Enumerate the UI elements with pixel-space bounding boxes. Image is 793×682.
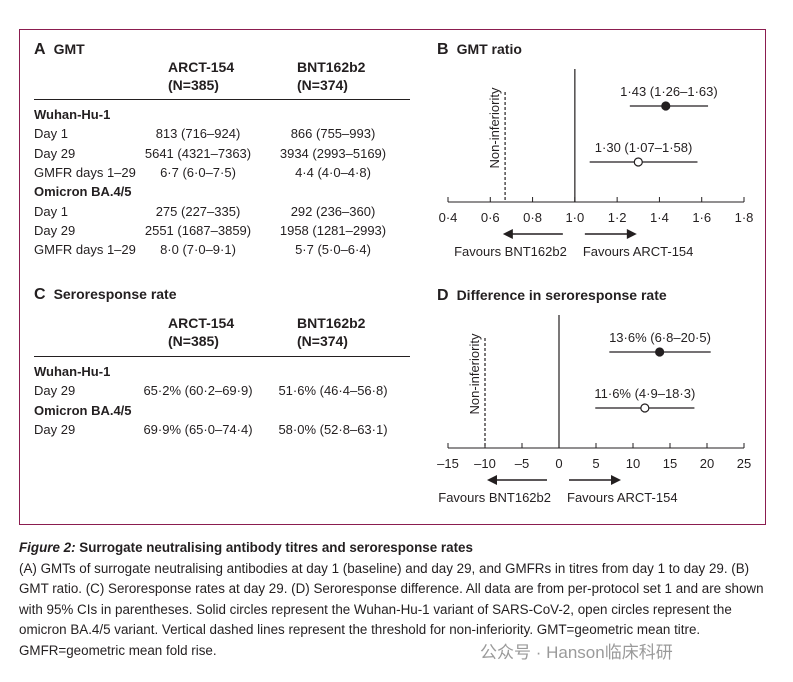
favours-left-label: Favours BNT162b2	[454, 244, 567, 259]
x-tick-label: 15	[663, 456, 677, 471]
cell-bnt162b2: 3934 (2993–5169)	[279, 145, 387, 161]
panel-a-header-rule	[34, 99, 410, 100]
arrow-right-head	[611, 475, 621, 485]
panel-a-col1-n: (N=385)	[168, 77, 219, 93]
panel-a-col2-name: BNT162b2	[297, 59, 366, 75]
panel-b-title-text: GMT ratio	[456, 41, 522, 57]
x-tick-label: 20	[700, 456, 714, 471]
panel-c-col2-name: BNT162b2	[297, 315, 366, 331]
non-inferiority-label: Non-inferiority	[467, 333, 482, 414]
x-tick-label: –15	[437, 456, 459, 471]
arrow-right-head	[626, 229, 637, 239]
panel-a-col1-name: ARCT-154	[168, 59, 235, 75]
panel-b-title: B GMT ratio	[437, 41, 522, 59]
x-tick-label: 1·0	[565, 210, 584, 225]
panel-c-title-text: Seroresponse rate	[53, 286, 177, 302]
x-tick-label: 10	[626, 456, 640, 471]
group-heading: Omicron BA.4/5	[34, 402, 132, 418]
group-heading: Wuhan-Hu-1	[34, 364, 111, 379]
figure-caption: Figure 2: Surrogate neutralising antibod…	[19, 538, 779, 661]
panel-c-col1-n: (N=385)	[168, 333, 219, 349]
x-tick-label: 1·6	[692, 210, 711, 225]
non-inferiority-label: Non-inferiority	[487, 87, 502, 168]
panel-d-title-text: Difference in seroresponse rate	[456, 287, 667, 303]
panel-c-header-rule	[34, 356, 410, 357]
group-heading: Wuhan-Hu-1	[34, 107, 111, 122]
figure-frame	[19, 29, 766, 525]
cell-bnt162b2: 58·0% (52·8–63·1)	[278, 421, 388, 437]
point-omicron	[640, 403, 650, 413]
point-wuhan	[661, 101, 671, 111]
x-tick-label: 0·8	[523, 210, 542, 225]
x-tick-label: 25	[737, 456, 751, 471]
cell-bnt162b2: 51·6% (46·4–56·8)	[278, 383, 388, 399]
panel-a-title: A GMT	[34, 41, 85, 59]
row-label: Day 29	[34, 222, 76, 238]
arrow-left-head	[487, 475, 497, 485]
cell-arct154: 275 (227–335)	[155, 203, 241, 219]
panel-c-col1-header: ARCT-154 (N=385)	[168, 314, 234, 350]
cell-arct154: 5641 (4321–7363)	[144, 145, 252, 161]
row-label: GMFR days 1–29	[34, 242, 136, 258]
group-heading: Omicron BA.4/5	[34, 184, 132, 200]
panel-c-letter: C	[34, 286, 46, 303]
panel-d-letter: D	[437, 287, 449, 304]
x-tick-label: 0·6	[481, 210, 500, 225]
panel-b-forest-plot: Non-inferiority 0·4 0·6 0·8 1·0 1·2 1·4 1·6 1·8 1…	[439, 69, 754, 259]
panel-a-col1-header: ARCT-154 (N=385)	[168, 58, 234, 94]
x-tick-label: 0·4	[439, 210, 458, 225]
panel-c-col2-header: BNT162b2 (N=374)	[297, 314, 365, 350]
caption-body: (A) GMTs of surrogate neutralising antib…	[19, 560, 764, 658]
point-omicron	[633, 157, 643, 167]
point-wuhan	[655, 347, 665, 357]
x-tick-label: 1·8	[735, 210, 754, 225]
estimate-label: 13·6% (6·8–20·5)	[609, 330, 711, 345]
x-tick-label: 1·4	[650, 210, 669, 225]
panel-a-col2-header: BNT162b2 (N=374)	[297, 58, 365, 94]
x-tick-label: –5	[515, 456, 529, 471]
estimate-label: 1·30 (1·07–1·58)	[595, 140, 693, 155]
panel-d-forest-plot: Non-inferiority –15 –10 –5 0 5 10 15 20 25 13·6% (…	[437, 315, 751, 505]
row-label: Day 29	[34, 145, 76, 161]
favours-right-label: Favours ARCT-154	[567, 490, 678, 505]
x-tick-label: 0	[555, 456, 562, 471]
cell-arct154: 813 (716–924)	[155, 126, 241, 142]
cell-bnt162b2: 1958 (1281–2993)	[279, 222, 387, 238]
x-tick-label: –10	[474, 456, 496, 471]
cell-arct154: 8·0 (7·0–9·1)	[160, 242, 236, 258]
watermark-text: 公众号 · Hanson临床科研	[480, 643, 673, 662]
estimate-label: 11·6% (4·9–18·3)	[594, 386, 695, 401]
cell-arct154: 65·2% (60·2–69·9)	[143, 383, 253, 399]
panel-c-col2-n: (N=374)	[297, 333, 348, 349]
estimate-label: 1·43 (1·26–1·63)	[620, 84, 718, 99]
panel-a-letter: A	[34, 41, 46, 58]
panel-b-letter: B	[437, 41, 449, 58]
caption-title: Surrogate neutralising antibody titres a…	[79, 540, 473, 555]
panel-c-title: C Seroresponse rate	[34, 286, 177, 304]
cell-arct154: 69·9% (65·0–74·4)	[143, 421, 253, 437]
row-label: Day 1	[34, 126, 68, 142]
caption-figure-label: Figure 2:	[19, 540, 76, 555]
favours-right-label: Favours ARCT-154	[583, 244, 694, 259]
panel-d-title: D Difference in seroresponse rate	[437, 287, 667, 305]
row-label: GMFR days 1–29	[34, 164, 136, 180]
favours-left-label: Favours BNT162b2	[438, 490, 551, 505]
panel-a-col2-n: (N=374)	[297, 77, 348, 93]
row-label: Day 1	[34, 203, 68, 219]
cell-bnt162b2: 866 (755–993)	[290, 126, 376, 142]
cell-bnt162b2: 4·4 (4·0–4·8)	[295, 164, 371, 180]
cell-bnt162b2: 5·7 (5·0–6·4)	[295, 242, 371, 258]
panel-a-title-text: GMT	[53, 41, 85, 57]
panel-c-col1-name: ARCT-154	[168, 315, 235, 331]
row-label: Day 29	[34, 421, 76, 437]
cell-arct154: 2551 (1687–3859)	[144, 222, 252, 238]
row-label: Day 29	[34, 383, 76, 399]
cell-arct154: 6·7 (6·0–7·5)	[160, 164, 236, 180]
cell-bnt162b2: 292 (236–360)	[290, 203, 376, 219]
x-tick-label: 5	[592, 456, 599, 471]
arrow-left-head	[502, 229, 513, 239]
x-tick-label: 1·2	[608, 210, 627, 225]
